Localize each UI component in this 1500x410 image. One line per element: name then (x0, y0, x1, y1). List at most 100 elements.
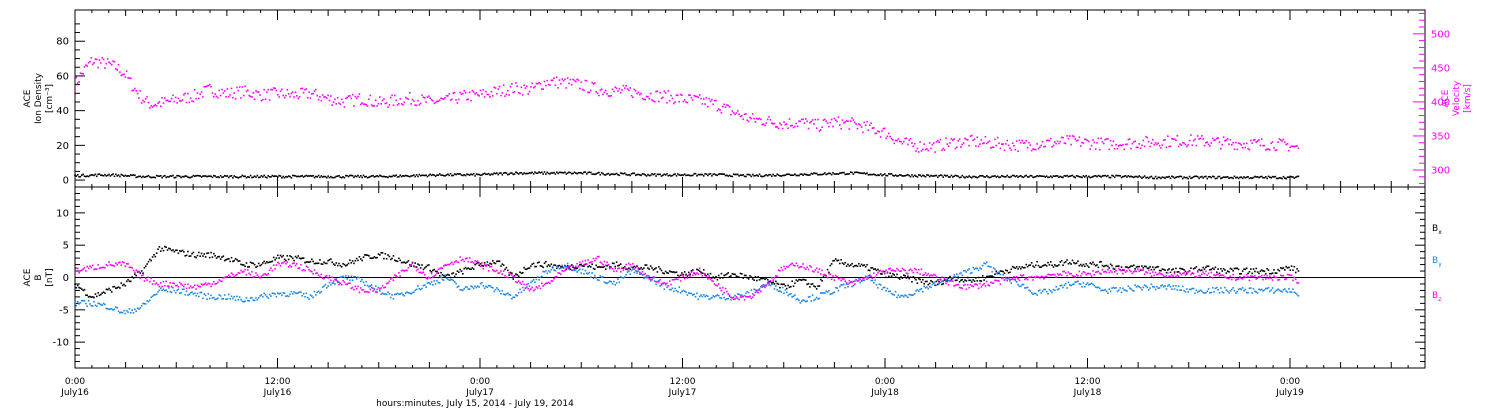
velocity-point (489, 96, 491, 98)
by-series-point (606, 282, 608, 285)
bx-series-point (211, 256, 214, 258)
bx-series-point (1074, 262, 1077, 265)
velocity-point (1153, 143, 1155, 146)
by-series-point (210, 294, 212, 297)
density-point (950, 174, 953, 177)
by-series-point (922, 290, 924, 293)
velocity-point (836, 120, 838, 123)
bx-series-point (1063, 261, 1066, 264)
velocity-point (200, 91, 203, 93)
bz-series-point (124, 265, 127, 268)
velocity-point (598, 94, 600, 97)
density-point (985, 174, 988, 177)
bx-series-point (734, 273, 736, 276)
bz-series-point (1138, 270, 1141, 272)
by-series-point (455, 282, 457, 285)
by-series-point (203, 293, 206, 295)
density-point (1003, 175, 1006, 178)
bx-series-point (716, 278, 719, 281)
bx-series-point (534, 265, 536, 268)
density-point (1211, 175, 1214, 178)
density-point (719, 173, 721, 175)
bx-series-point (135, 274, 138, 277)
by-series-point (83, 299, 86, 302)
density-point (1284, 177, 1286, 179)
bx-series-point (248, 265, 250, 268)
by-series-point (428, 281, 430, 284)
velocity-point (1230, 144, 1233, 146)
bz-series-point (135, 269, 138, 272)
velocity-point (85, 64, 87, 66)
bx-series-point (268, 261, 271, 263)
density-point (1041, 175, 1044, 178)
velocity-point (580, 81, 583, 83)
bx-series-point (689, 273, 691, 276)
by-series-point (768, 284, 770, 286)
bz-series-point (320, 273, 323, 276)
density-point (939, 174, 942, 176)
velocity-point (547, 83, 550, 86)
velocity-point (1036, 143, 1038, 145)
bz-series-point (343, 281, 346, 283)
bz-series-point (1256, 277, 1259, 279)
bz-series-point (746, 295, 749, 298)
velocity-point (715, 99, 717, 102)
density-point (741, 174, 743, 177)
density-point (728, 174, 731, 177)
density-point (115, 173, 117, 176)
bz-series-point (90, 266, 93, 269)
bz-series-point (924, 272, 927, 274)
by-series-point (161, 289, 163, 292)
bz-series-point (807, 268, 810, 271)
bx-series-point (1113, 268, 1116, 271)
by-series-point (545, 270, 547, 272)
top-panel-frame (74, 9, 1426, 188)
bz-series-point (893, 269, 896, 272)
density-point (225, 175, 227, 177)
velocity-point (1190, 134, 1192, 136)
bz-series-point (467, 260, 470, 263)
bx-series-point (813, 285, 815, 287)
density-point (383, 175, 385, 178)
bz-series-point (1214, 274, 1217, 277)
bz-series-point (1162, 275, 1165, 277)
bx-series-point (176, 249, 178, 252)
bx-series-point (150, 259, 153, 262)
density-point (1207, 175, 1210, 178)
bz-series-point (632, 263, 634, 265)
by-series-point (422, 284, 425, 287)
density-point (432, 173, 434, 176)
bz-series-point (1281, 274, 1283, 277)
bx-series-point (444, 275, 446, 278)
by-series-point (188, 293, 191, 296)
bz-series-point (423, 273, 426, 276)
by-series-point (267, 297, 270, 299)
density-point (423, 174, 426, 177)
bz-series-point (874, 276, 877, 279)
density-point (784, 174, 787, 176)
by-series-point (975, 267, 977, 270)
density-point (856, 171, 859, 174)
velocity-point (274, 87, 276, 90)
velocity-point (538, 81, 540, 84)
bz-series-point (905, 272, 908, 275)
by-series-point (285, 295, 287, 298)
density-point (1240, 176, 1243, 178)
by-series-point (1241, 287, 1244, 289)
velocity-point (775, 126, 777, 128)
velocity-point (851, 117, 853, 119)
by-series-point (1171, 288, 1173, 290)
velocity-point (966, 139, 969, 141)
density-point (902, 175, 905, 177)
density-point (934, 174, 936, 177)
velocity-point (498, 85, 501, 88)
velocity-point (392, 104, 395, 106)
bz-series-point (542, 285, 544, 287)
velocity-point (509, 85, 512, 88)
bz-series-point (211, 283, 214, 285)
bx-series-point (873, 268, 875, 271)
by-series-point (403, 294, 406, 297)
by-series-point (321, 286, 324, 289)
bx-series-point (622, 267, 625, 269)
velocity-point (470, 99, 472, 102)
